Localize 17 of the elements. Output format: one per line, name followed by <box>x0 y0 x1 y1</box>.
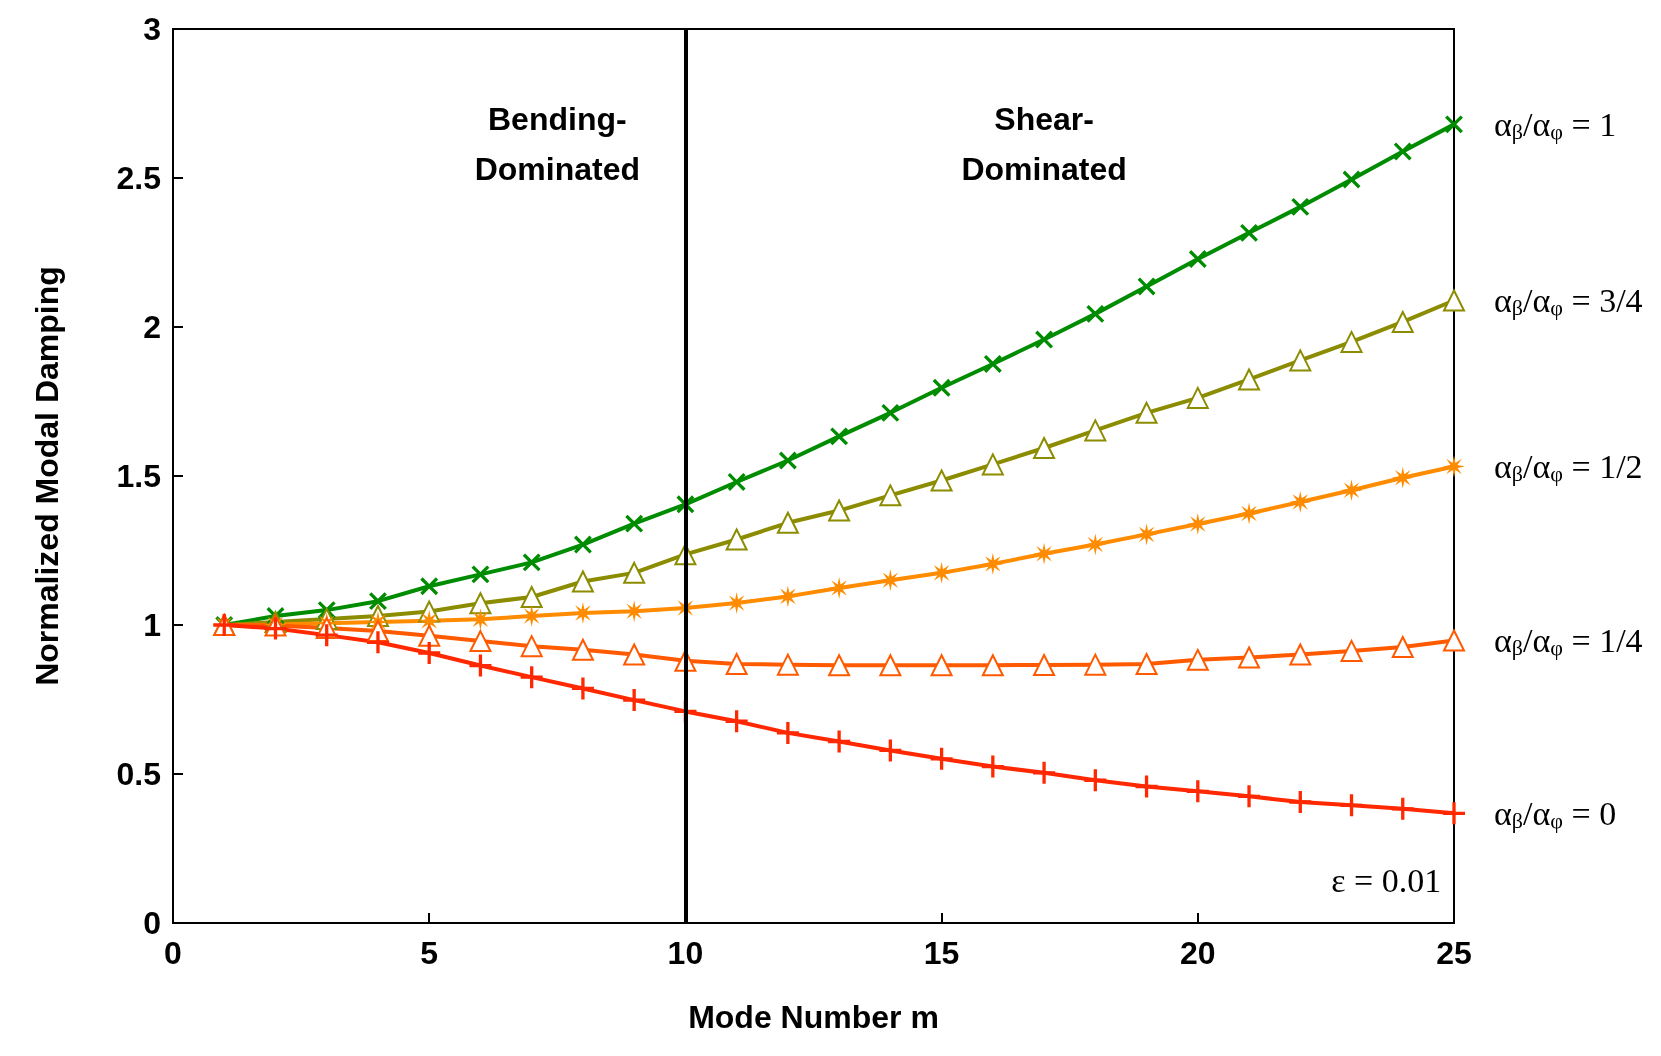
y-tick-label: 3 <box>143 11 161 47</box>
x-tick-label: 5 <box>420 935 439 971</box>
y-tick-label: 1 <box>143 607 161 643</box>
y-tick-label: 1.5 <box>116 458 161 494</box>
x-tick-label: 25 <box>1436 935 1472 971</box>
x-tick-label: 20 <box>1180 935 1216 971</box>
y-axis-title: Normalized Modal Damping <box>29 266 65 686</box>
y-tick-label: 0.5 <box>116 756 161 792</box>
y-tick-label: 2.5 <box>116 160 161 196</box>
y-tick-label: 2 <box>143 309 161 345</box>
annotation: ε = 0.01 <box>1331 861 1442 899</box>
annotation: Shear- Dominated <box>961 101 1127 187</box>
x-axis-title: Mode Number m <box>688 999 939 1035</box>
annotation: Bending- Dominated <box>474 101 640 187</box>
x-tick-label: 15 <box>923 935 960 971</box>
y-tick-label: 0 <box>143 905 161 941</box>
x-tick-label: 10 <box>667 935 704 971</box>
